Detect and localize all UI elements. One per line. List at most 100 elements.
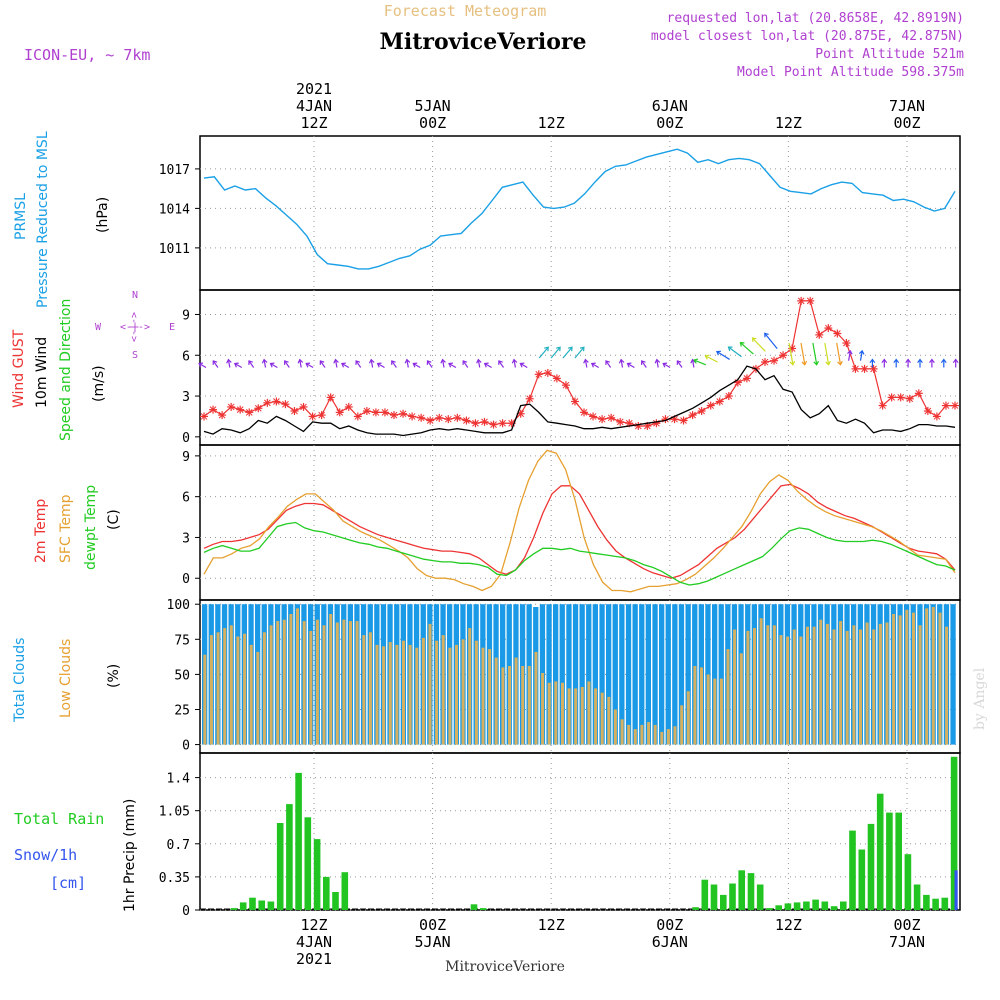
gust-marker [833,329,842,338]
wind-arrow-shaft [212,360,219,368]
wind-arrow-shaft [334,359,338,368]
gust-marker [589,412,598,421]
wind-10m-line [203,365,956,437]
low-clouds-bar [839,621,843,745]
pressure-unit-label: (hPa) [95,197,111,233]
low-clouds-bar [216,632,220,745]
wind-arrow-shaft [591,362,600,369]
wind-arrow-shaft [427,360,433,368]
wind-panel-label: Wind GUST 10m Wind Speed and Direction (… [11,290,175,441]
rain-bar [239,902,247,910]
low-clouds-bar [236,636,240,745]
wind-direction-arrow [764,332,778,350]
wind-arrow-shaft [270,362,278,369]
clouds-unit-label: (%) [106,664,122,688]
wind-arrow-shaft [764,332,778,350]
total-clouds-bar [553,604,559,745]
gust-marker [941,401,950,410]
wind-arrow-head [341,362,346,368]
low-clouds-bar [349,621,352,745]
low-clouds-bar [209,635,213,745]
time-label-top: 00Z [419,114,446,132]
low-clouds-bar [898,615,902,745]
gust-marker-d2 [345,403,353,411]
wind-arrow-head [727,346,733,352]
total-clouds-label: Total Clouds [12,638,28,723]
gust-marker-d2 [951,402,959,409]
gust-marker-d2 [300,403,307,411]
gust-marker-d2 [861,365,868,373]
total-clouds-bar [718,604,724,745]
wind-direction-arrow [626,362,635,369]
wind-arrow-shaft [836,342,842,365]
low-clouds-bar [587,681,591,745]
gust-marker-d2 [607,414,615,422]
low-clouds-bar [448,647,452,745]
wind-direction-arrow [788,342,796,366]
gust-marker [326,393,335,402]
time-label-top: 4JAN [296,97,332,115]
wind-arrow-head [368,358,375,364]
low-clouds-bar [488,649,492,745]
gust-marker-d2 [716,398,724,405]
rain-bar [332,892,339,910]
low-clouds-bar [673,726,677,745]
rain-bar [830,906,838,910]
wind-arrow-shaft [574,346,585,359]
wind-arrow-shaft [550,346,561,359]
gust-marker [471,419,480,428]
wind-arrow-head [813,360,820,366]
plot-area: 1011 1014 1017 0 3 6 9 0 3 6 9 0 25 50 75 100 0 0.35 0.7 1.… [159,80,961,968]
gust-marker [869,364,878,373]
low-clouds-bar [945,626,949,745]
low-clouds-bar [289,614,293,745]
wind-arrow-shaft [716,351,730,360]
y-tick-label: 6 [182,349,190,364]
gust-marker [200,412,208,421]
wind-direction-arrow [297,358,304,368]
y-tick-label: 0.35 [159,871,190,886]
low-clouds-bar [680,705,684,745]
closest-coords: model closest lon,lat (20.875E, 42.875N) [651,29,964,44]
wind-arrow-head [248,360,253,365]
wind-direction-arrow [940,358,947,368]
rain-bar [793,902,801,910]
wind-arrow-head [233,362,239,368]
total-clouds-bar [678,604,685,745]
wind-direction-arrow [448,362,457,369]
low-clouds-bar [375,644,379,745]
wind-arrow-shaft [442,359,445,368]
low-clouds-bar [508,666,511,745]
gust-marker [426,416,435,425]
low-clouds-bar [594,688,598,745]
wind-arrow-head [198,362,204,368]
gust-marker [715,397,724,406]
low-clouds-bar [547,682,551,745]
wind-arrow-head [693,358,699,364]
gust-marker-d2 [571,398,579,405]
wind-direction-arrow [511,358,518,368]
low-clouds-bar [494,657,498,745]
wind-direction-arrow [284,360,290,368]
wind-direction-arrow [641,360,647,368]
low-clouds-bar [342,619,346,745]
gust-marker-d2 [843,339,850,347]
gust-marker [697,407,706,416]
gust-marker-d2 [888,394,896,401]
requested-coords: requested lon,lat (20.8658E, 42.8919N) [667,11,964,26]
gust-marker-d2 [616,418,624,426]
gust-marker [580,408,589,417]
rain-bar [230,908,238,910]
total-clouds-bar [665,604,671,745]
gust-marker [914,389,923,398]
gust-marker [598,415,607,424]
gust-marker [380,408,389,417]
gust-marker-d2 [834,330,841,337]
wind-direction-arrow [618,358,625,368]
rain-bar [323,876,330,910]
wind-arrow-head [556,346,561,352]
gust-marker-d2 [535,370,543,378]
wind-direction-arrow [929,358,935,368]
gust-marker-d2 [852,365,859,373]
low-clouds-bar [249,644,253,745]
